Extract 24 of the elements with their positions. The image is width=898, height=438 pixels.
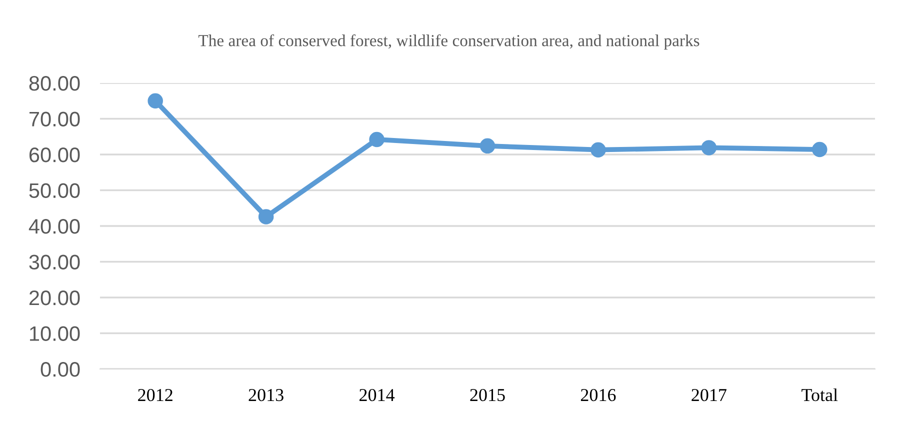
y-tick-label: 20.00 [29, 290, 80, 306]
point [590, 142, 606, 158]
x-tick-label: 2013 [248, 388, 284, 402]
chart-title: The area of conserved forest, wildlife conservation area, and national parks [198, 34, 700, 50]
x-tick-label: 2017 [692, 388, 726, 402]
x-tick-label: 2012 [138, 388, 172, 402]
y-tick-label: 80.00 [29, 76, 80, 91]
point [369, 132, 384, 148]
point [812, 142, 828, 158]
point [701, 140, 717, 156]
y-tick-label: 30.00 [29, 254, 80, 270]
x-tick-label: Total [802, 388, 838, 402]
point [258, 209, 274, 224]
y-tick-label: 70.00 [29, 112, 80, 127]
point [148, 93, 163, 109]
y-tick-label: 60.00 [29, 148, 80, 162]
x-tick-label: 2015 [470, 388, 505, 402]
y-tick-label: 50.00 [29, 183, 80, 198]
y-tick-label: 40.00 [28, 219, 80, 234]
x-tick-label: 2016 [580, 388, 616, 402]
y-tick-label: 0.00 [40, 362, 80, 377]
x-tick-label: 2014 [360, 388, 395, 402]
point [480, 138, 496, 154]
y-tick-label: 10.00 [30, 326, 80, 342]
